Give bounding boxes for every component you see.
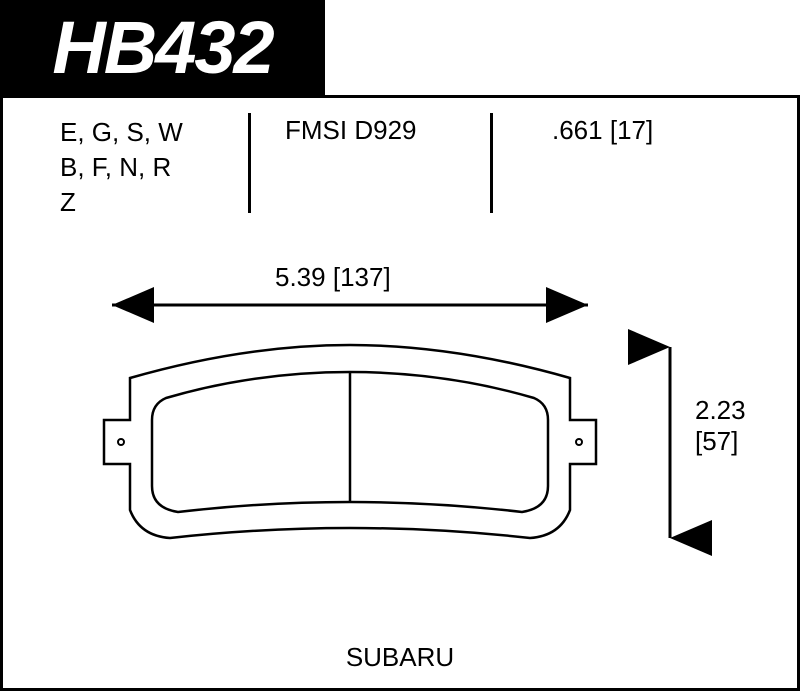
pad-right-hole	[576, 439, 582, 445]
brake-pad-diagram	[0, 0, 800, 691]
pad-left-hole	[118, 439, 124, 445]
